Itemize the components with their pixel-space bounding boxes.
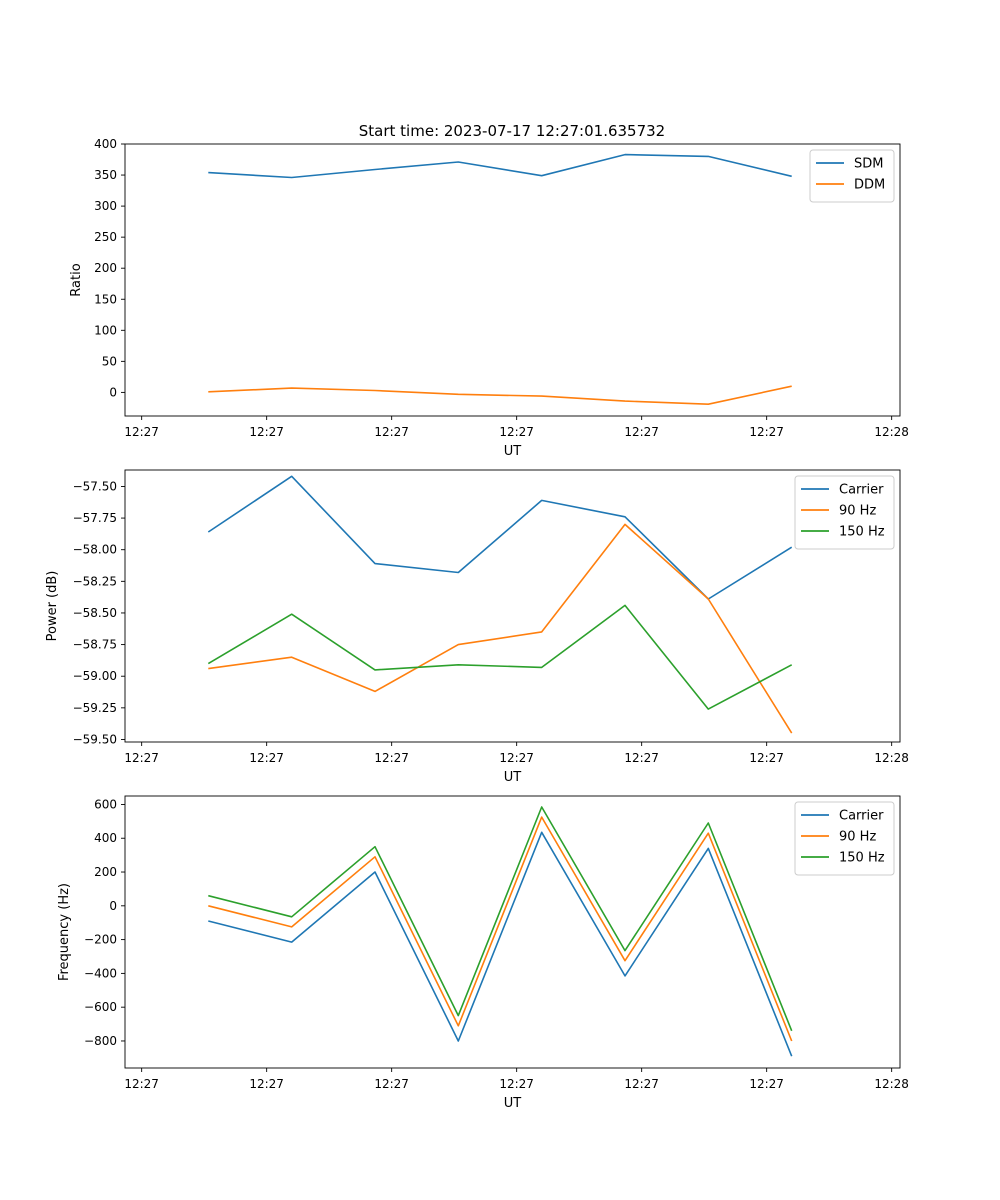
series-line-150-hz (208, 806, 793, 1032)
y-tick-label: −600 (84, 1000, 117, 1014)
x-tick-label: 12:27 (124, 751, 159, 765)
x-tick-label: 12:28 (874, 1077, 909, 1091)
y-tick-label: −58.50 (73, 606, 117, 620)
chart-panel-power: 12:27 12:27 12:27 12:27 12:27 12:27 12:28 −57.5… (45, 469, 909, 785)
x-tick-label: 12:27 (374, 1077, 409, 1091)
x-axis-label: UT (504, 1096, 522, 1111)
y-tick-label: −58.00 (73, 543, 117, 557)
y-tick-label: −59.00 (73, 669, 117, 683)
x-tick-label: 12:27 (499, 425, 534, 439)
series-line-carrier (207, 475, 793, 600)
series-line-90-hz (208, 523, 793, 734)
y-tick-label: 350 (94, 168, 117, 182)
x-tick-label: 12:27 (124, 1077, 159, 1091)
legend-label: Carrier (839, 483, 884, 498)
x-tick-label: 12:27 (624, 751, 659, 765)
x-tick-label: 12:27 (124, 425, 159, 439)
x-tick-label: 12:27 (374, 751, 409, 765)
series-line-carrier (208, 831, 793, 1057)
legend-label: 90 Hz (839, 830, 876, 845)
y-tick-label: 250 (94, 230, 117, 244)
plot-frame (124, 143, 901, 417)
legend-label: Carrier (839, 809, 884, 824)
y-tick-label: 0 (109, 899, 117, 913)
y-tick-label: 50 (102, 354, 117, 368)
y-tick-label: 150 (94, 292, 117, 306)
y-tick-label: 600 (94, 797, 117, 811)
y-tick-label: −200 (84, 933, 117, 947)
x-tick-label: 12:27 (749, 425, 784, 439)
y-tick-label: −57.75 (73, 511, 117, 525)
series-line-90-hz (208, 816, 793, 1042)
x-tick-label: 12:27 (249, 425, 284, 439)
plot-frame (124, 469, 901, 743)
y-tick-label: 100 (94, 323, 117, 337)
legend: SDM DDM (809, 149, 895, 203)
y-axis-label: Frequency (Hz) (57, 883, 72, 981)
y-tick-label: −800 (84, 1034, 117, 1048)
x-axis-label: UT (504, 444, 522, 459)
y-tick-label: 200 (94, 865, 117, 879)
y-tick-label: −58.75 (73, 638, 117, 652)
legend: Carrier 90 Hz 150 Hz (794, 475, 895, 550)
plot-frame (124, 795, 901, 1069)
x-tick-label: 12:28 (874, 751, 909, 765)
x-tick-label: 12:27 (624, 1077, 659, 1091)
chart-panel-frequency: 12:27 12:27 12:27 12:27 12:27 12:27 12:28 600 40… (57, 795, 909, 1111)
chart-panel-ratio: 12:27 12:27 12:27 12:27 12:27 12:27 12:28 0 50 10… (69, 137, 909, 459)
x-tick-label: 12:27 (374, 425, 409, 439)
x-tick-label: 12:27 (499, 751, 534, 765)
x-tick-label: 12:27 (249, 751, 284, 765)
x-tick-label: 12:27 (249, 1077, 284, 1091)
y-axis-label: Power (dB) (45, 571, 60, 642)
legend-label: 90 Hz (839, 504, 876, 519)
figure-title: Start time: 2023-07-17 12:27:01.635732 (359, 122, 665, 140)
legend-label: 150 Hz (839, 525, 885, 540)
legend-label: DDM (854, 178, 885, 193)
y-tick-label: −59.50 (73, 732, 117, 746)
x-tick-label: 12:28 (874, 425, 909, 439)
x-tick-label: 12:27 (499, 1077, 534, 1091)
legend-label: 150 Hz (839, 851, 885, 866)
y-tick-label: 400 (94, 137, 117, 151)
legend: Carrier 90 Hz 150 Hz (794, 801, 895, 876)
series-line-sdm (208, 153, 792, 179)
y-tick-label: −57.50 (73, 479, 117, 493)
x-tick-label: 12:27 (749, 751, 784, 765)
legend-label: SDM (854, 157, 883, 172)
y-tick-label: 0 (109, 385, 117, 399)
x-tick-label: 12:27 (624, 425, 659, 439)
y-axis-label: Ratio (69, 263, 84, 296)
y-tick-label: −58.25 (73, 574, 117, 588)
series-line-ddm (208, 385, 792, 406)
y-tick-label: −400 (84, 966, 117, 980)
x-tick-label: 12:27 (749, 1077, 784, 1091)
y-tick-label: 200 (94, 261, 117, 275)
x-axis-label: UT (504, 770, 522, 785)
y-tick-label: 400 (94, 831, 117, 845)
y-tick-label: −59.25 (73, 701, 117, 715)
y-tick-label: 300 (94, 199, 117, 213)
series-line-150-hz (207, 604, 793, 710)
